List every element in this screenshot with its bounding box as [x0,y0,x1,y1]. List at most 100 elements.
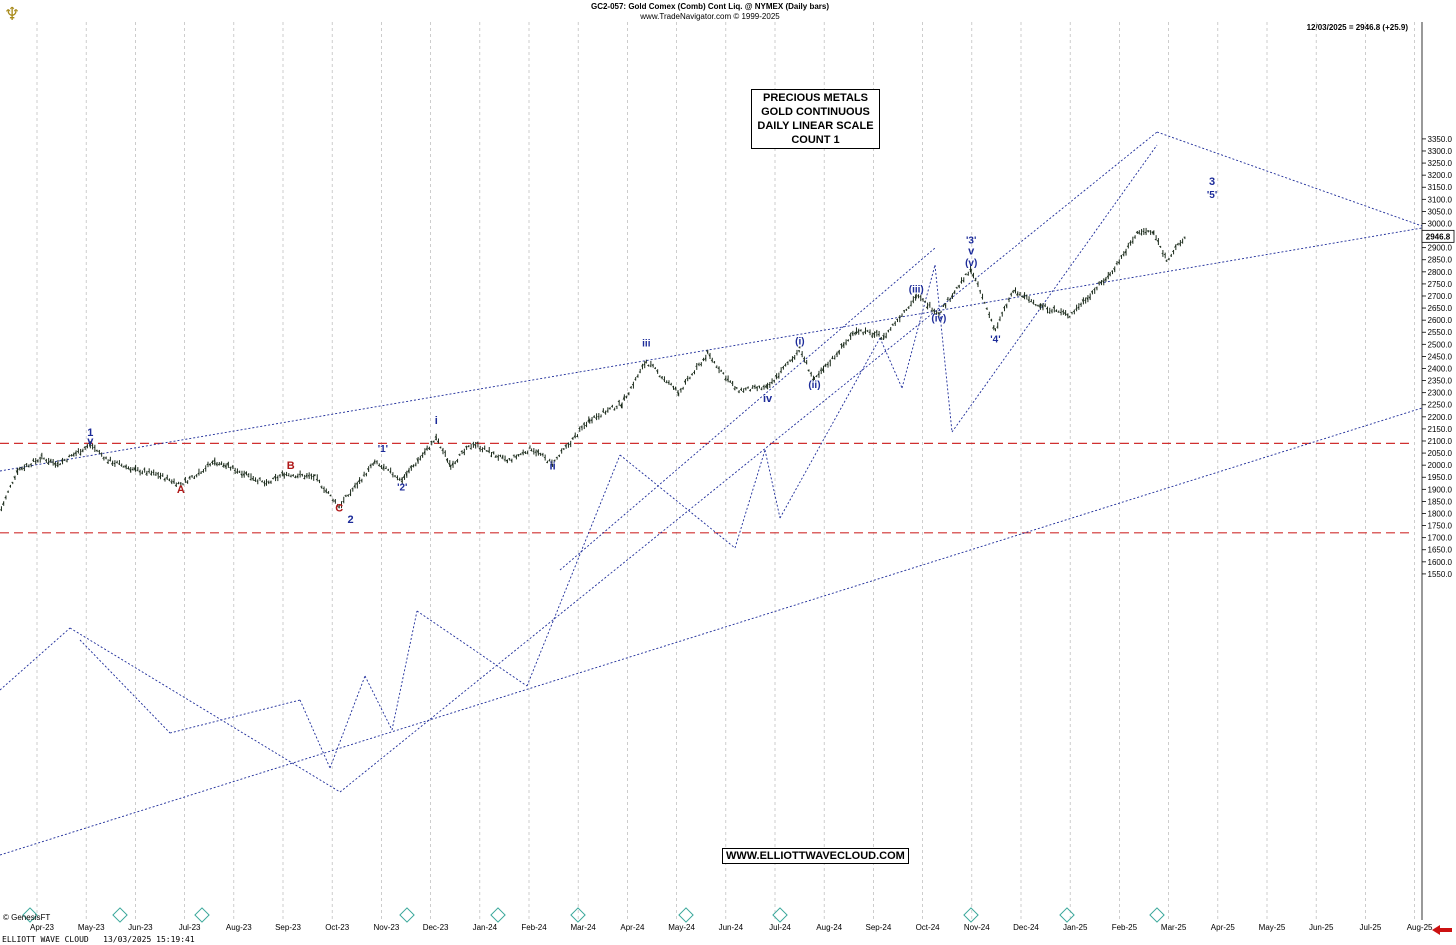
price-bar-tick [331,499,334,502]
price-bar-tick [60,459,63,463]
wave-trendline [339,131,1158,793]
y-tick-label: 2400.0 [1428,364,1453,373]
price-bar-tick [1075,308,1077,310]
y-tick-label: 2250.0 [1428,401,1453,410]
price-bar-tick [215,463,218,466]
price-bar-tick [411,464,414,467]
price-bar-tick [774,374,777,378]
price-bar-tick [1099,280,1102,284]
price-bar-tick [768,383,770,386]
price-bar-tick [4,496,7,499]
y-tick-label: 2450.0 [1428,352,1453,361]
price-bar-tick [790,358,793,361]
x-tick-label: Jun-23 [128,923,153,932]
event-marker-shape [678,907,694,923]
price-bar-tick [719,370,722,372]
price-bar-tick [580,426,583,429]
event-marker-shape [490,907,506,923]
price-bar-tick [914,295,917,298]
scroll-left-arrow-icon [1432,925,1452,935]
price-bar-tick [562,448,565,450]
price-bar-tick [1104,277,1107,281]
y-tick-label: 3250.0 [1428,159,1453,168]
price-bar-tick [20,467,23,470]
price-bar-tick [276,476,279,479]
title-line: DAILY LINEAR SCALE [757,120,874,132]
price-bar-tick [213,463,215,465]
price-bar-tick [1084,299,1086,301]
price-bar-tick [369,464,372,467]
price-bar-tick [487,450,490,453]
price-bar-tick [566,443,569,445]
price-bar-tick [138,470,141,473]
x-tick-label: Jul-23 [179,923,201,932]
chart-symbol-title: GC2-057: Gold Comex (Comb) Cont Liq. @ N… [590,2,830,11]
price-bar-tick [158,476,161,479]
x-tick-label: Jul-24 [769,923,791,932]
price-bar-tick [235,470,238,473]
price-bar-tick [163,478,166,481]
price-bar-tick [18,467,21,470]
price-bar-tick [898,316,901,319]
price-bar-tick [427,447,430,450]
price-bar-tick [793,356,796,360]
y-tick-label: 3150.0 [1428,183,1453,192]
wave-label: (v) [965,258,977,269]
price-bar-tick [800,353,803,356]
wave-trendline [391,610,418,731]
wave-label: 3 [1209,176,1215,188]
event-marker-icon [22,907,38,923]
title-line: PRECIOUS METALS [763,92,868,104]
price-bar-tick [819,369,822,372]
y-tick-label: 2300.0 [1428,389,1453,398]
wave-label: (iii) [909,284,924,295]
x-tick-label: Apr-24 [620,923,645,932]
price-bar-tick [585,425,587,427]
price-bar-tick [213,459,216,462]
price-bar-tick [432,440,435,443]
price-bar-tick [133,468,136,471]
price-bar-tick [355,482,358,485]
price-bar-tick [165,476,168,480]
price-bar-tick [651,364,654,367]
price-bar-tick [592,416,595,418]
price-bar-tick [872,332,875,336]
price-bar-tick [985,307,988,310]
price-bar-tick [72,453,75,457]
price-bar-tick [1167,258,1170,261]
price-bar-tick [1097,282,1100,285]
price-bar-tick [708,354,711,358]
price-bar-tick [676,391,679,393]
price-bar-tick [74,451,77,455]
y-tick-label: 2500.0 [1428,340,1453,349]
x-tick-label: Sep-23 [275,923,301,932]
price-bar-tick [1022,293,1025,299]
price-bar-tick [588,419,591,422]
price-bar-tick [679,388,682,391]
x-tick-label: Aug-25 [1407,923,1433,932]
price-bar-tick [837,350,840,355]
price-bar-tick [106,461,109,464]
wave-trendline [0,407,1423,856]
price-bar-tick [375,461,378,463]
wave-trendline [0,227,1423,472]
price-bar-tick [129,468,132,472]
x-tick-label: Aug-24 [816,923,842,932]
price-bar-tick [36,460,39,462]
price-bar-tick [817,372,820,376]
price-bar-tick [1013,289,1016,293]
event-marker-icon [490,907,506,923]
price-bar-tick [821,367,824,372]
price-bar-tick [307,474,310,477]
price-bar-tick [108,459,111,461]
price-bar-tick [273,476,276,480]
price-bar-tick [377,464,380,467]
event-marker-shape [1059,907,1075,923]
price-bar-tick [882,334,885,338]
price-bar-tick [1052,306,1055,309]
price-bar-tick [1086,297,1089,301]
price-bar-tick [656,370,658,373]
price-bar-tick [764,385,767,388]
price-bar-tick [631,383,634,386]
